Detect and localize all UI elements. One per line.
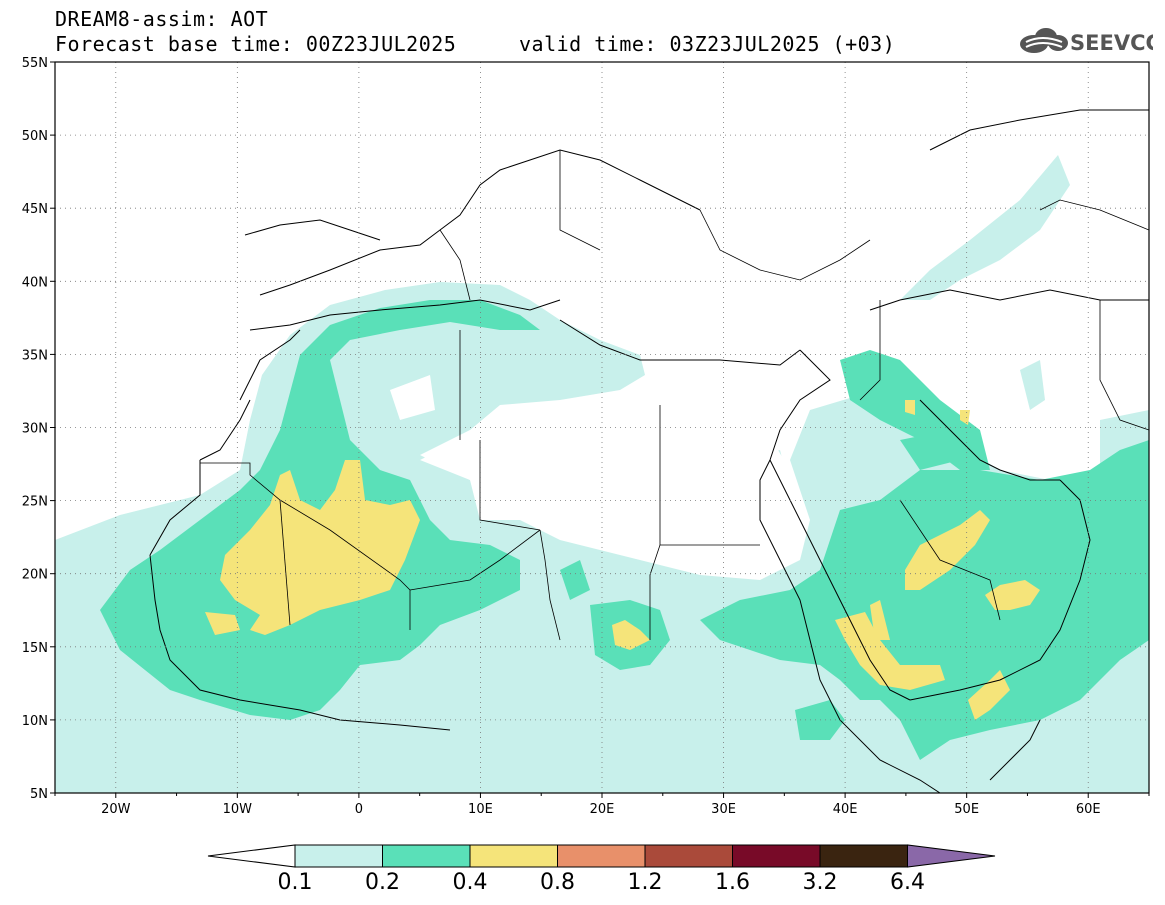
- lat-tick-label: 40N: [22, 275, 48, 290]
- colorbar-label: 3.2: [803, 870, 838, 895]
- lat-tick-label: 15N: [22, 641, 48, 656]
- logo-text: SEEVCCC: [1070, 31, 1153, 55]
- lat-tick-label: 35N: [22, 348, 48, 363]
- colorbar-label: 0.1: [278, 870, 313, 895]
- lon-tick-label: 30E: [711, 802, 736, 817]
- colorbar-segment: [819, 844, 908, 868]
- lat-tick-label: 45N: [22, 202, 48, 217]
- colorbar-label: 6.4: [890, 870, 925, 895]
- lat-tick-label: 25N: [22, 495, 48, 510]
- colorbar-lower-extension: [207, 844, 296, 868]
- lat-tick-label: 50N: [22, 129, 48, 144]
- colorbar-segment: [732, 844, 821, 868]
- lon-tick-label: 10W: [223, 802, 253, 817]
- colorbar-label: 1.6: [715, 870, 750, 895]
- lat-tick-label: 20N: [22, 568, 48, 583]
- colorbar-label: 0.2: [365, 870, 400, 895]
- aot-0.4-0.8: [205, 400, 1040, 720]
- colorbar-segment: [294, 844, 383, 868]
- lon-tick-label: 60E: [1076, 802, 1101, 817]
- lon-tick-label: 40E: [833, 802, 858, 817]
- colorbar-segment: [469, 844, 558, 868]
- country-borders: [200, 150, 1149, 641]
- colorbar-segment: [382, 844, 471, 868]
- lat-tick-label: 10N: [22, 714, 48, 729]
- lon-tick-label: 20E: [590, 802, 615, 817]
- lat-tick-label: 30N: [22, 422, 48, 437]
- colorbar-segment: [644, 844, 733, 868]
- forecast-times: Forecast base time: 00Z23JUL2025 valid t…: [55, 32, 896, 56]
- aot-below-0.1: [390, 300, 900, 560]
- colorbar-label: 0.8: [540, 870, 575, 895]
- seevccc-logo: SEEVCCC: [1018, 26, 1165, 60]
- colorbar: 0.1 0.2 0.4 0.8 1.2 1.6 3.2 6.4: [207, 844, 996, 895]
- map-title: DREAM8-assim: AOT: [55, 7, 269, 31]
- colorbar-label: 0.4: [453, 870, 488, 895]
- colorbar-upper-extension: [907, 844, 996, 868]
- lat-tick-label: 55N: [22, 56, 48, 71]
- lon-tick-label: 20W: [101, 802, 131, 817]
- lat-tick-label: 5N: [30, 787, 48, 802]
- lon-tick-label: 50E: [954, 802, 979, 817]
- aot-contours: [55, 109, 1149, 793]
- lon-tick-label: 0: [355, 802, 363, 817]
- latitude-labels: 55N 50N 45N 40N 35N 30N 25N 20N 15N 10N 5N: [22, 56, 55, 802]
- colorbar-segment: [557, 844, 646, 868]
- longitude-labels: 20W 10W 0 10E 20E 30E 40E 50E 60E: [54, 793, 1150, 817]
- lon-tick-label: 10E: [468, 802, 493, 817]
- grid-lines: [55, 62, 1149, 793]
- colorbar-label: 1.2: [628, 870, 663, 895]
